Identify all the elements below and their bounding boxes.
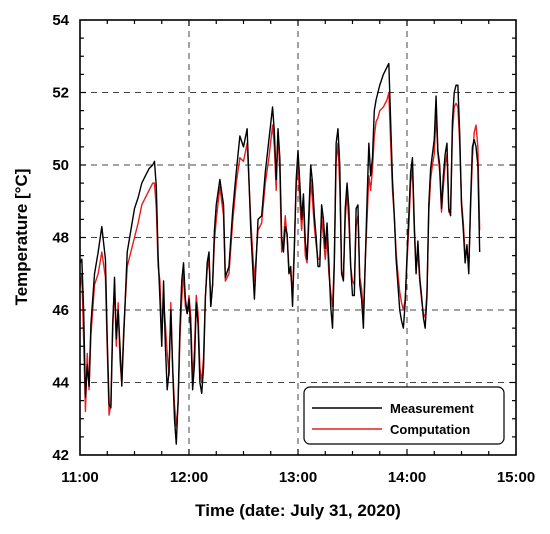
y-tick-labels: 42 44 46 48 50 52 54 [52, 12, 69, 464]
legend: Measurement Computation [303, 386, 505, 445]
x-tick-label: 11:00 [61, 469, 99, 486]
y-tick-label: 46 [52, 302, 69, 319]
y-tick-label: 50 [52, 157, 69, 174]
y-tick-label: 44 [52, 375, 69, 392]
y-tick-label: 52 [52, 85, 69, 102]
legend-label-computation: Computation [390, 422, 470, 437]
y-tick-label: 54 [52, 12, 69, 29]
x-tick-label: 15:00 [497, 469, 535, 486]
series-line-measurement [79, 62, 481, 445]
series-lines [79, 62, 481, 445]
y-axis-title: Temperature [°C] [12, 169, 31, 306]
y-tick-label: 42 [52, 447, 69, 464]
y-tick-label: 48 [52, 230, 69, 247]
x-tick-label: 13:00 [279, 469, 317, 486]
grid [80, 20, 516, 455]
legend-label-measurement: Measurement [390, 401, 474, 416]
x-axis-title: Time (date: July 31, 2020) [195, 501, 401, 520]
x-tick-label: 14:00 [388, 469, 426, 486]
x-tick-labels: 11:00 12:00 13:00 14:00 15:00 [61, 469, 535, 486]
axis-ticks [80, 20, 516, 455]
x-tick-label: 12:00 [170, 469, 208, 486]
